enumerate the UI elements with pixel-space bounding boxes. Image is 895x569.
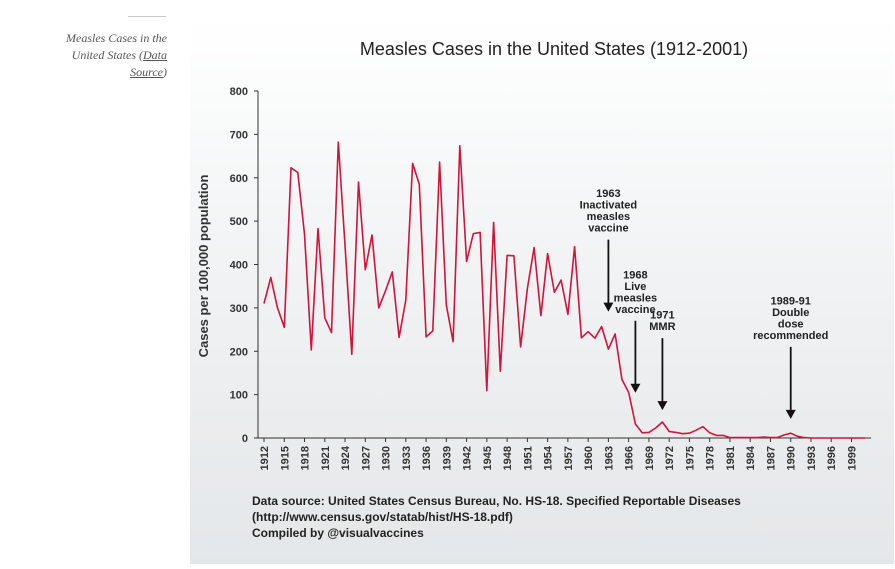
annotation-line: 1963: [596, 188, 620, 200]
series-group: [263, 141, 865, 439]
x-tick-label: 1930: [381, 446, 393, 470]
y-tick-label: 100: [230, 390, 248, 402]
annotation-arrow-head: [603, 302, 614, 312]
annotation-arrow-head: [630, 383, 641, 393]
footnote-line-2: (http://www.census.gov/statab/hist/HS-18…: [252, 510, 513, 524]
x-tick-label: 1924: [340, 445, 352, 470]
y-tick-label: 500: [230, 216, 248, 228]
annotation-line: Inactivated: [580, 200, 637, 212]
x-tick-label: 1939: [441, 446, 453, 470]
chart-figure: Measles Cases in the United States (1912…: [190, 18, 894, 564]
x-tick-label: 1936: [421, 446, 433, 470]
annotation-text: 1989-91 Double dose recommended: [753, 295, 828, 342]
caption-text: Measles Cases in the United States (: [66, 31, 167, 62]
caption-divider: [128, 16, 166, 17]
chart-title: Measles Cases in the United States (1912…: [360, 39, 748, 59]
x-tick-label: 1990: [786, 446, 798, 470]
x-tick-label: 1945: [482, 446, 494, 470]
annotation-4: 1989-91 Double dose recommended: [753, 295, 828, 419]
y-ticks: 0 100 200 300 400 500 600 700 800: [230, 86, 258, 445]
x-tick-label: 1987: [765, 446, 777, 470]
annotation-line: vaccine: [615, 304, 655, 316]
annotation-2: 1968 Live measles vaccine: [614, 269, 657, 393]
x-tick-label: 1996: [826, 446, 838, 470]
x-tick-label: 1960: [583, 446, 595, 470]
x-tick-label: 1951: [522, 446, 534, 470]
x-tick-label: 1969: [644, 446, 656, 470]
x-tick-label: 1933: [401, 446, 413, 470]
y-tick-label: 600: [230, 173, 248, 185]
x-tick-label: 1921: [320, 446, 332, 470]
x-tick-label: 1915: [279, 446, 291, 470]
caption-close: ): [163, 65, 167, 79]
x-tick-label: 1984: [745, 445, 757, 470]
x-tick-label: 1942: [462, 446, 474, 470]
y-tick-label: 300: [230, 303, 248, 315]
x-tick-label: 1978: [705, 446, 717, 470]
annotation-line: recommended: [753, 330, 828, 342]
x-tick-label: 1957: [563, 446, 575, 470]
footnote-line-3: Compiled by @visualvaccines: [252, 526, 424, 540]
figure-caption: Measles Cases in the United States (Data…: [40, 30, 167, 81]
annotation-line: measles: [614, 292, 657, 304]
x-tick-label: 1963: [603, 446, 615, 470]
annotation-line: 1968: [623, 269, 647, 281]
data-source-link[interactable]: Data Source: [130, 48, 167, 79]
y-axis-label: Cases per 100,000 population: [196, 175, 211, 358]
x-tick-label: 1975: [684, 446, 696, 470]
annotation-3: 1971 MMR: [649, 310, 676, 411]
y-tick-label: 0: [242, 433, 248, 445]
annotation-line: measles: [587, 211, 630, 223]
x-tick-label: 1993: [806, 446, 818, 470]
y-tick-label: 700: [230, 129, 248, 141]
y-tick-label: 200: [230, 346, 248, 358]
annotation-arrow-head: [785, 409, 796, 419]
annotation-line: vaccine: [588, 223, 628, 235]
annotation-line: Live: [624, 281, 646, 293]
x-tick-label: 1999: [846, 446, 858, 470]
x-ticks: 1912 1915 1918 1921 1924 1927 1930 1933 1936 1939…: [259, 438, 858, 470]
annotation-text: 1963 Inactivated measles vaccine: [580, 188, 637, 235]
x-tick-label: 1948: [502, 446, 514, 470]
x-tick-label: 1918: [300, 446, 312, 470]
annotation-line: MMR: [649, 321, 675, 333]
footnote-line-1: Data source: United States Census Bureau…: [252, 494, 741, 508]
x-tick-label: 1966: [624, 446, 636, 470]
x-tick-label: 1912: [259, 446, 271, 470]
y-tick-label: 400: [230, 260, 248, 272]
x-tick-label: 1954: [543, 445, 555, 470]
measles-chart: Measles Cases in the United States (1912…: [196, 39, 871, 540]
annotation-line: 1989-91: [771, 295, 811, 307]
annotation-1: 1963 Inactivated measles vaccine: [580, 188, 637, 312]
annotation-text: 1968 Live measles vaccine: [614, 269, 657, 316]
annotation-line: Double: [772, 307, 809, 319]
x-tick-label: 1927: [360, 446, 372, 470]
footnote: Data source: United States Census Bureau…: [252, 494, 741, 540]
annotation-line: 1971: [650, 310, 674, 322]
x-tick-label: 1981: [725, 446, 737, 470]
measles-cases-line: [263, 141, 865, 439]
y-tick-label: 800: [230, 86, 248, 98]
x-tick-label: 1972: [664, 446, 676, 470]
annotation-line: dose: [778, 318, 804, 330]
annotation-text: 1971 MMR: [649, 310, 675, 334]
annotation-arrow-head: [657, 401, 668, 411]
